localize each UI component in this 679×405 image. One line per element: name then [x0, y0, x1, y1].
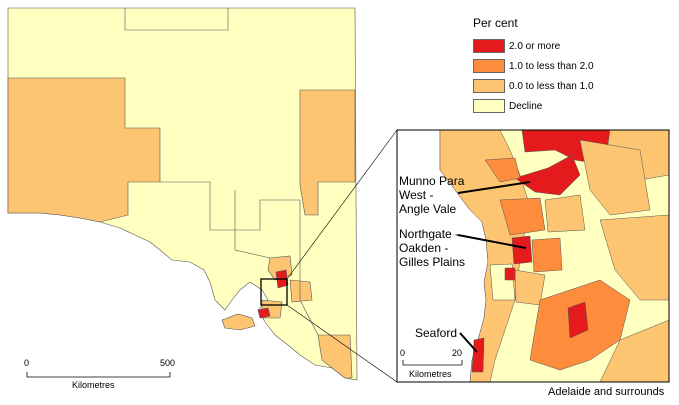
label-northgate-line3: Gilles Plains	[399, 255, 466, 269]
scalebar-main-unit: Kilometres	[72, 380, 115, 390]
legend-item-1-to-2: 1.0 to less than 2.0	[473, 58, 594, 74]
inset-metro-3	[531, 237, 563, 273]
label-northgate-line2: Oakden -	[399, 241, 449, 255]
seaford-pointer	[459, 332, 478, 353]
munno-pointer	[457, 181, 531, 194]
internal-boundary	[299, 200, 319, 336]
inset-frame	[396, 129, 670, 383]
scalebar-inset-end: 20	[452, 348, 463, 358]
inset-locator	[260, 278, 288, 306]
inset-seaford-red	[471, 337, 485, 373]
legend-item-2-or-more: 2.0 or more	[473, 38, 560, 54]
region-west-outback	[7, 77, 161, 223]
legend-swatch	[473, 79, 505, 93]
legend-label: 0.0 to less than 1.0	[509, 80, 594, 92]
inset-munno-red	[514, 154, 581, 196]
inset-metro-2	[544, 194, 586, 233]
legend-label: 1.0 to less than 2.0	[509, 60, 594, 72]
legend-item-0-to-1: 0.0 to less than 1.0	[473, 78, 594, 94]
scalebar-main-start: 0	[24, 358, 30, 368]
region-southeast	[317, 334, 353, 379]
label-munno-line1: Munno Para	[399, 174, 465, 188]
legend-label: Decline	[509, 100, 543, 112]
inset-southeast	[599, 319, 669, 382]
internal-boundary	[234, 190, 271, 259]
legend-swatch	[473, 39, 505, 53]
legend-swatch	[473, 99, 505, 113]
inset-caption: Adelaide and surrounds	[548, 386, 665, 398]
inset-metro-red	[511, 235, 533, 265]
scalebar-inset	[402, 360, 463, 366]
scalebar-main	[26, 372, 171, 378]
label-munno-line3: Angle Vale	[399, 202, 457, 216]
inset-hills-2	[599, 214, 669, 301]
legend-label: 2.0 or more	[509, 40, 561, 52]
inset-metro-1	[499, 197, 546, 236]
inset-hills-1	[579, 139, 651, 216]
state-map	[7, 7, 358, 381]
inset-hills-red	[567, 301, 589, 339]
region-adelaide-mid	[289, 279, 313, 303]
region-fleurieu-red	[257, 307, 271, 319]
scalebar-main-end: 500	[160, 358, 176, 368]
label-seaford: Seaford	[415, 326, 458, 340]
legend-swatch	[473, 59, 505, 73]
inset-map	[396, 129, 670, 383]
inset-munno-orange	[484, 157, 521, 183]
legend-title: Per cent	[473, 16, 518, 30]
connector-line	[286, 129, 398, 280]
inset-metro-red-2	[504, 267, 516, 281]
scalebar-inset-unit: Kilometres	[409, 369, 452, 379]
kangaroo-island	[221, 313, 256, 331]
connector-line	[286, 304, 398, 383]
region-east-outback	[299, 89, 356, 216]
scalebar-inset-start: 0	[400, 348, 406, 358]
internal-boundary	[124, 8, 229, 31]
label-munno-line2: West -	[399, 188, 434, 202]
label-northgate-line1: Northgate -	[399, 227, 460, 241]
legend-item-decline: Decline	[473, 98, 542, 114]
northgate-pointer	[457, 234, 527, 249]
